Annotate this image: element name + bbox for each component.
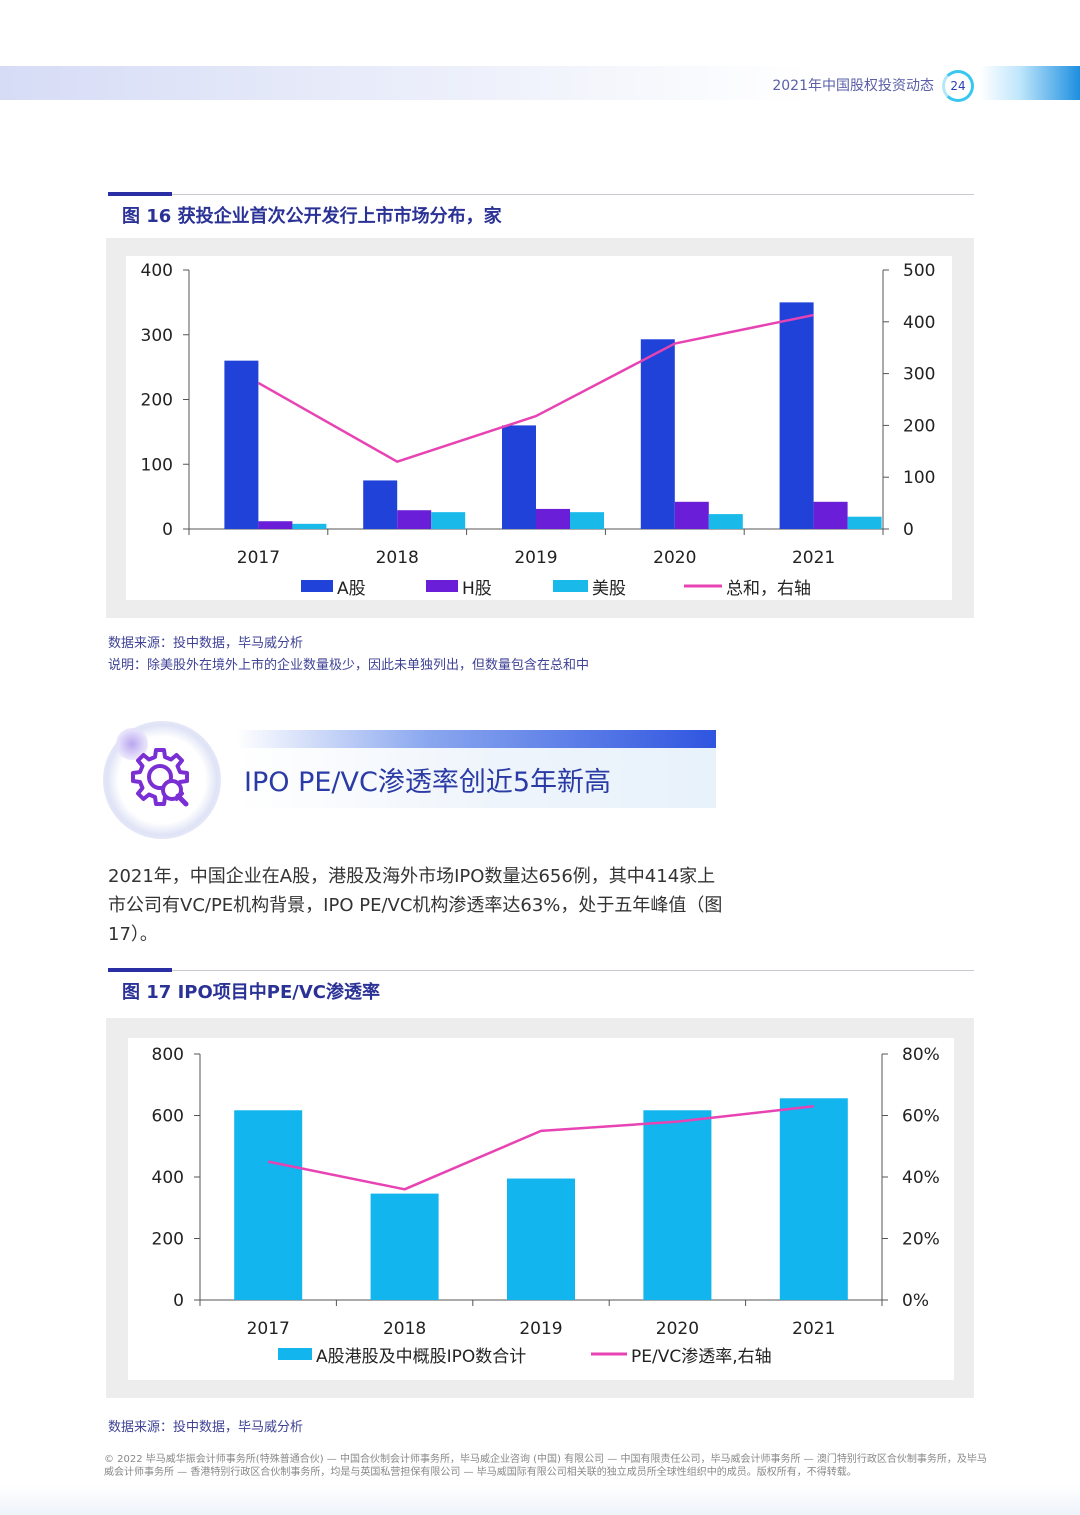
fig17-chart-frame: 0 200 400 600 800 0% 20% 40% 60% 80% 2017 2018 2019 2… <box>106 1018 974 1398</box>
right-tick-label: 20% <box>902 1230 940 1250</box>
fig17-bar-1 <box>779 1098 848 1300</box>
x-tick-label: 2017 <box>237 548 280 568</box>
header-accent <box>980 66 1080 100</box>
right-tick-label: 80% <box>902 1045 940 1065</box>
left-tick-label: 400 <box>152 1168 184 1188</box>
right-tick-label: 40% <box>902 1168 940 1188</box>
right-tick-label: 100 <box>903 468 935 488</box>
fig16-bar-1 <box>779 302 814 529</box>
fig17-bar-1 <box>370 1193 439 1300</box>
legend-swatch <box>426 580 458 592</box>
fig16-bar-1 <box>502 425 536 529</box>
body-paragraph: 2021年，中国企业在A股，港股及海外市场IPO数量达656例，其中414家上市… <box>108 866 723 945</box>
fig16-bar-2 <box>813 501 848 529</box>
legend-swatch <box>278 1348 312 1360</box>
gear-magnifier-icon <box>126 744 194 812</box>
fig17-line <box>267 1105 814 1191</box>
left-tick-label: 100 <box>141 455 173 475</box>
x-tick-label: 2020 <box>653 548 696 568</box>
legend-label: A股 <box>337 579 366 599</box>
x-tick-label: 2021 <box>792 1319 835 1339</box>
footer-copyright: © 2022 毕马威华振会计师事务所(特殊普通合伙) — 中国合伙制会计师事务所… <box>104 1454 987 1478</box>
left-tick-label: 400 <box>141 261 173 281</box>
left-tick-label: 300 <box>141 326 173 346</box>
fig16-title: 图 16 获投企业首次公开发行上市市场分布，家 <box>122 206 502 227</box>
page-number: 24 <box>942 70 974 102</box>
fig17-source: 数据来源：投中数据，毕马威分析 <box>108 1420 304 1435</box>
legend-label: 总和，右轴 <box>726 579 811 599</box>
section-band-accent <box>236 730 716 748</box>
section-title: IPO PE/VC渗透率创近5年新高 <box>244 767 612 798</box>
right-tick-label: 0 <box>903 520 914 540</box>
fig16-line <box>257 313 814 463</box>
right-tick-label: 300 <box>903 365 935 385</box>
x-tick-label: 2019 <box>514 548 557 568</box>
x-tick-label: 2019 <box>519 1319 562 1339</box>
fig16-bar-2 <box>397 510 432 529</box>
fig17-bar-1 <box>507 1178 575 1300</box>
x-tick-label: 2021 <box>792 548 835 568</box>
fig16-note: 说明：除美股外在境外上市的企业数量极少，因此未单独列出，但数量包含在总和中 <box>108 658 590 673</box>
x-tick-label: 2018 <box>383 1319 426 1339</box>
left-tick-label: 200 <box>141 391 173 411</box>
left-tick-label: 800 <box>152 1045 184 1065</box>
fig16-chart-panel: 0 100 200 300 400 0 100 200 300 400 500 2017 2018 201… <box>126 256 952 600</box>
fig16-bar-3 <box>292 523 327 529</box>
fig16-bar-1 <box>363 480 398 529</box>
fig17-title: 图 17 IPO项目中PE/VC渗透率 <box>122 982 380 1003</box>
right-tick-label: 500 <box>903 261 935 281</box>
fig17-chart-panel: 0 200 400 600 800 0% 20% 40% 60% 80% 2017 2018 2019 2… <box>128 1038 954 1380</box>
fig16-rule-accent <box>108 192 172 196</box>
right-tick-label: 60% <box>902 1107 940 1127</box>
fig16-bar-3 <box>431 512 466 529</box>
fig16-bar-2 <box>258 521 293 529</box>
left-tick-label: 0 <box>162 520 173 540</box>
fig16-rule <box>108 194 974 195</box>
fig17-rule-accent <box>108 968 172 972</box>
left-tick-label: 200 <box>152 1230 184 1250</box>
report-title: 2021年中国股权投资动态 <box>772 78 934 94</box>
fig16-chart: 0 100 200 300 400 0 100 200 300 400 500 2017 2018 201… <box>141 261 936 599</box>
left-tick-label: 0 <box>173 1291 184 1311</box>
fig17-bar-1 <box>234 1110 303 1300</box>
right-tick-label: 0% <box>902 1291 929 1311</box>
legend-swatch <box>553 580 588 592</box>
fig16-bar-3 <box>570 512 604 529</box>
x-tick-label: 2020 <box>656 1319 699 1339</box>
left-tick-label: 600 <box>152 1107 184 1127</box>
footer-band <box>0 1485 1080 1515</box>
fig16-bar-1 <box>224 360 259 529</box>
header-band <box>0 66 1080 100</box>
right-tick-label: 200 <box>903 416 935 436</box>
x-tick-label: 2017 <box>247 1319 290 1339</box>
legend-label: 美股 <box>592 579 626 599</box>
fig17-bar-1 <box>643 1110 712 1300</box>
fig16-bar-3 <box>708 514 743 529</box>
legend-label: A股港股及中概股IPO数合计 <box>316 1347 526 1367</box>
fig17-rule <box>108 970 974 971</box>
fig16-bar-3 <box>847 516 882 529</box>
fig16-bar-2 <box>674 501 709 529</box>
fig17-chart: 0 200 400 600 800 0% 20% 40% 60% 80% 2017 2018 2019 2… <box>152 1045 940 1367</box>
fig16-bar-2 <box>536 508 570 529</box>
legend-label: PE/VC渗透率,右轴 <box>631 1347 772 1367</box>
fig16-source: 数据来源：投中数据，毕马威分析 <box>108 636 304 651</box>
x-tick-label: 2018 <box>376 548 419 568</box>
legend-label: H股 <box>462 579 492 599</box>
right-tick-label: 400 <box>903 313 935 333</box>
fig16-chart-frame: 0 100 200 300 400 0 100 200 300 400 500 2017 2018 201… <box>106 238 974 618</box>
legend-swatch <box>301 580 333 592</box>
fig16-bar-1 <box>640 339 675 529</box>
